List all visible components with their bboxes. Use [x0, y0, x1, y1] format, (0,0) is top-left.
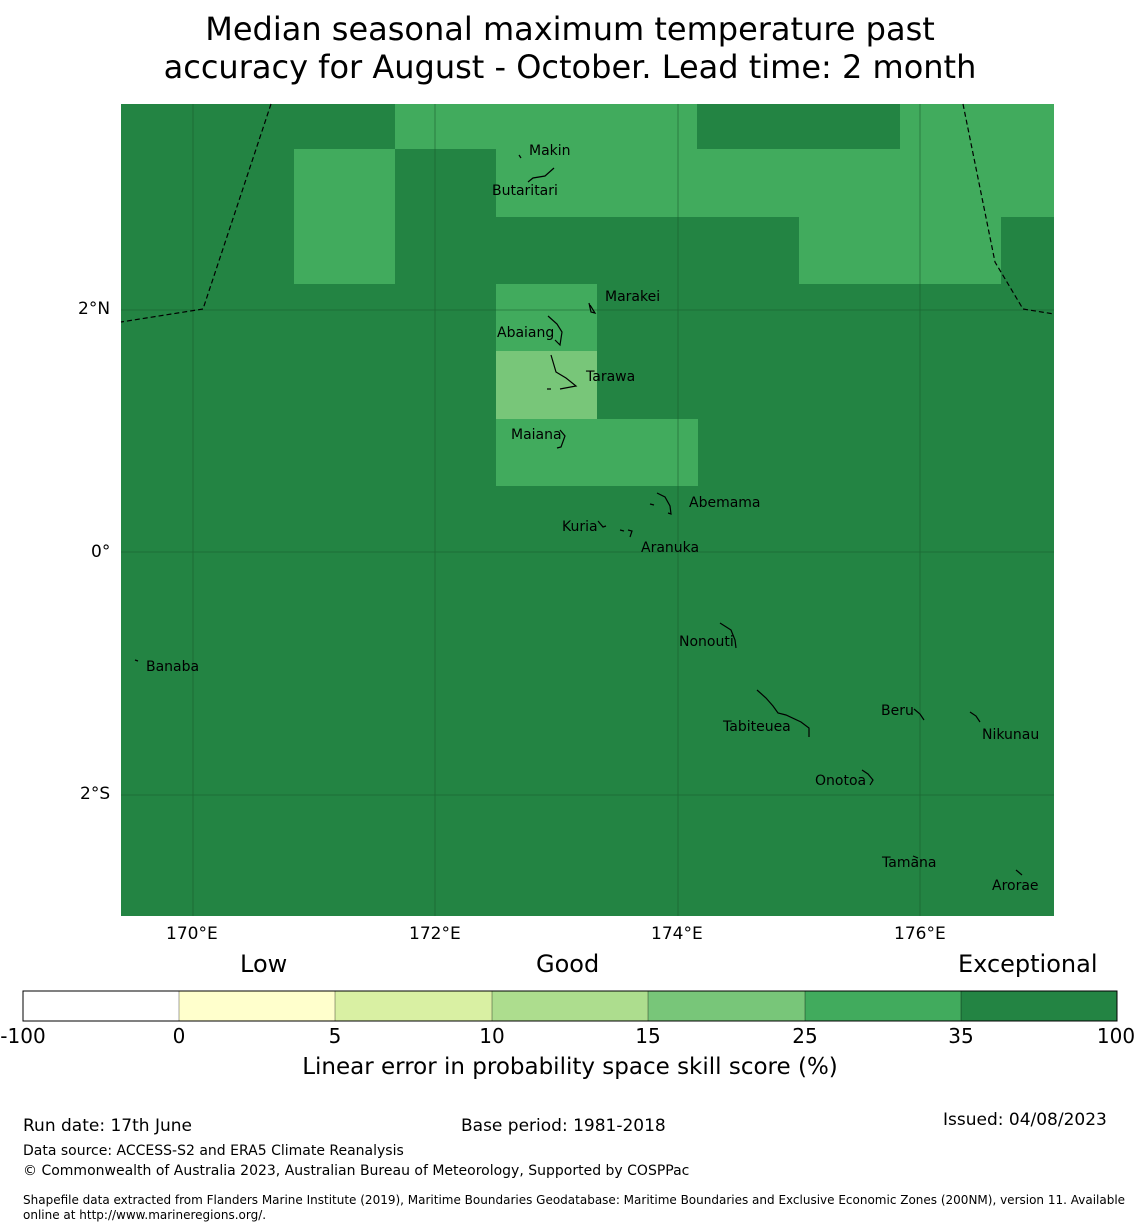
island-outline — [969, 711, 981, 723]
skill-cell — [294, 149, 395, 284]
skill-cell — [496, 284, 597, 351]
colorbar-header-good: Good — [536, 950, 600, 978]
skill-cell — [496, 351, 597, 419]
y-tick-label: 0° — [91, 542, 111, 562]
x-tick-label: 174°E — [651, 924, 703, 944]
place-label: Beru — [881, 703, 914, 719]
island-outline — [912, 855, 919, 859]
place-label: Tarawa — [585, 369, 635, 385]
island-outline — [619, 529, 633, 538]
island-outline — [913, 708, 925, 721]
island-outline — [547, 315, 563, 347]
colorbar-tick: 100 — [1096, 1024, 1136, 1048]
place-label: Kuria — [562, 519, 598, 535]
issued-date: Issued: 04/08/2023 — [943, 1110, 1107, 1130]
island-outline — [861, 769, 874, 786]
shapefile-credit: Shapefile data extracted from Flanders M… — [23, 1193, 1135, 1223]
skill-cell — [496, 149, 1054, 217]
place-label: Marakei — [605, 289, 660, 305]
skill-cell — [900, 104, 1054, 149]
title-line-1: Median seasonal maximum temperature past — [205, 10, 935, 48]
place-label: Tamana — [881, 855, 936, 871]
colorbar-tick: -100 — [0, 1024, 46, 1048]
place-label: Banaba — [146, 659, 199, 675]
colorbar-header-low: Low — [240, 950, 288, 978]
colorbar-segment — [335, 991, 492, 1021]
colorbar-tick: 10 — [479, 1024, 505, 1048]
data-source: Data source: ACCESS-S2 and ERA5 Climate … — [23, 1143, 404, 1159]
colorbar-tick: 25 — [792, 1024, 818, 1048]
x-tick-label: 176°E — [894, 924, 946, 944]
shapefile-line-1: Shapefile data extracted from Flanders M… — [23, 1193, 1126, 1207]
colorbar-segment — [961, 991, 1117, 1021]
colorbar-tick: 35 — [948, 1024, 974, 1048]
place-label: Butaritari — [492, 183, 558, 199]
island-outline — [550, 354, 578, 390]
island-outline — [719, 622, 737, 649]
colorbar-segment — [805, 991, 961, 1021]
run-date: Run date: 17th June — [23, 1116, 192, 1136]
title-line-2: accuracy for August - October. Lead time… — [163, 48, 977, 86]
colorbar-segment — [23, 991, 179, 1021]
place-label: Onotoa — [815, 773, 866, 789]
island-outline — [134, 659, 139, 662]
place-label: Aranuka — [641, 540, 699, 556]
colorbar-label: Linear error in probability space skill … — [302, 1054, 838, 1080]
colorbar-segment — [648, 991, 805, 1021]
base-period: Base period: 1981-2018 — [461, 1116, 666, 1136]
island-outline — [527, 167, 555, 183]
copyright: © Commonwealth of Australia 2023, Austra… — [23, 1163, 690, 1179]
eez-boundary — [962, 103, 1055, 315]
island-outline — [556, 429, 566, 449]
place-label: Tabiteuea — [722, 719, 791, 735]
place-label: Makin — [529, 143, 571, 159]
island-outline — [597, 520, 607, 528]
place-label: Abaiang — [497, 325, 554, 341]
skill-cell — [496, 419, 698, 486]
shapefile-line-2: online at http://www.marineregions.org/. — [23, 1208, 267, 1222]
colorbar — [22, 990, 1118, 1022]
x-tick-label: 170°E — [166, 924, 218, 944]
skill-cell — [395, 104, 697, 149]
place-label: Abemama — [689, 495, 761, 511]
place-label: Nikunau — [982, 727, 1039, 743]
colorbar-tick: 15 — [635, 1024, 661, 1048]
island-outline — [756, 689, 810, 737]
colorbar-segment — [492, 991, 648, 1021]
chart-title: Median seasonal maximum temperature past… — [0, 10, 1140, 86]
island-outline — [518, 154, 522, 159]
x-tick-label: 172°E — [409, 924, 461, 944]
y-tick-label: 2°S — [80, 784, 111, 804]
island-outline — [656, 492, 672, 515]
island-outline — [649, 503, 655, 506]
y-tick-label: 2°N — [78, 299, 111, 319]
place-label: Arorae — [992, 878, 1039, 894]
island-outline — [588, 302, 597, 314]
colorbar-header-exceptional: Exceptional — [958, 950, 1098, 978]
skill-cell — [799, 217, 1001, 284]
colorbar-segment — [179, 991, 335, 1021]
colorbar-tick: 5 — [328, 1024, 342, 1048]
place-label: Nonouti — [679, 634, 734, 650]
island-outline — [1015, 869, 1023, 876]
place-label: Maiana — [511, 427, 562, 443]
colorbar-tick: 0 — [172, 1024, 186, 1048]
